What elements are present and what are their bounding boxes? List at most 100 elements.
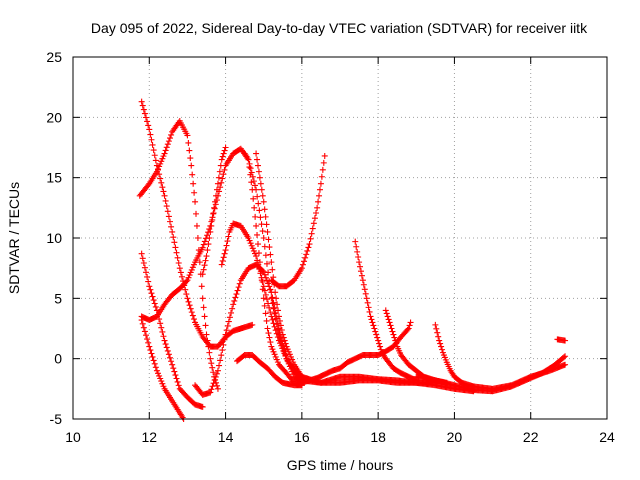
data-point xyxy=(184,295,191,302)
data-point xyxy=(159,380,166,387)
data-point xyxy=(305,244,312,251)
data-point xyxy=(219,175,226,182)
data-point xyxy=(268,313,275,320)
data-point xyxy=(562,361,569,368)
data-point xyxy=(278,342,285,349)
data-point xyxy=(250,247,257,254)
x-tick-label: 14 xyxy=(218,429,234,445)
data-point xyxy=(234,287,241,294)
data-point xyxy=(218,261,225,268)
data-point xyxy=(406,322,413,329)
data-point xyxy=(560,354,567,361)
data-point xyxy=(186,147,193,154)
data-point xyxy=(283,343,290,350)
data-point xyxy=(370,322,377,329)
data-point xyxy=(304,247,311,254)
data-point xyxy=(208,222,215,229)
data-point xyxy=(162,147,169,154)
x-tick-label: 16 xyxy=(294,429,310,445)
data-point xyxy=(152,157,159,164)
data-point xyxy=(353,243,360,250)
data-point xyxy=(193,210,200,217)
data-point xyxy=(199,271,206,278)
data-point xyxy=(279,331,286,338)
data-point xyxy=(274,334,281,341)
data-point xyxy=(352,238,359,245)
data-point xyxy=(316,186,323,193)
data-point xyxy=(214,385,221,392)
data-point xyxy=(388,325,395,332)
data-point xyxy=(140,259,147,266)
data-point xyxy=(160,383,167,390)
data-point xyxy=(280,347,287,354)
data-point xyxy=(277,340,284,347)
data-point xyxy=(269,294,276,301)
data-point xyxy=(173,249,180,256)
data-point xyxy=(213,192,220,199)
data-point xyxy=(315,198,322,205)
data-point xyxy=(437,340,444,347)
data-point xyxy=(260,235,267,241)
data-point xyxy=(376,340,383,347)
data-point xyxy=(258,186,265,193)
y-tick-label: 10 xyxy=(46,230,62,246)
data-point xyxy=(217,162,224,169)
data-point xyxy=(277,322,284,329)
data-point xyxy=(164,347,171,354)
data-point xyxy=(166,218,173,225)
data-point xyxy=(160,153,167,160)
data-point xyxy=(199,403,206,410)
data-point xyxy=(265,269,272,276)
data-point xyxy=(391,334,398,341)
data-point xyxy=(216,168,223,175)
data-point xyxy=(147,347,154,354)
x-tick-label: 22 xyxy=(523,429,539,445)
data-point xyxy=(404,326,411,333)
data-point xyxy=(269,316,276,323)
data-point xyxy=(138,98,145,105)
data-point xyxy=(271,351,278,358)
data-point xyxy=(562,337,569,344)
data-point xyxy=(266,244,273,251)
data-point xyxy=(139,255,146,262)
data-point xyxy=(199,295,206,302)
data-point xyxy=(257,268,264,275)
data-point xyxy=(156,163,163,170)
data-point xyxy=(272,289,279,296)
data-point xyxy=(200,266,207,273)
series-arc-17 xyxy=(413,353,569,395)
data-point xyxy=(220,171,227,178)
data-point xyxy=(357,268,364,275)
data-point xyxy=(439,346,446,353)
data-point xyxy=(263,317,270,324)
data-point xyxy=(256,174,263,181)
data-point xyxy=(177,269,184,276)
data-point xyxy=(256,207,263,214)
data-point xyxy=(218,179,225,186)
data-point xyxy=(284,346,291,353)
data-point xyxy=(201,238,208,245)
data-point xyxy=(233,291,240,298)
data-point xyxy=(159,155,166,162)
data-point xyxy=(213,186,220,193)
data-point xyxy=(269,266,276,273)
data-point xyxy=(259,192,266,199)
data-point xyxy=(170,365,177,372)
data-point xyxy=(141,328,148,335)
data-point xyxy=(231,297,238,304)
data-point xyxy=(249,245,256,252)
data-point xyxy=(260,295,267,302)
data-point xyxy=(219,347,226,354)
data-point xyxy=(378,346,385,353)
data-point xyxy=(206,226,213,233)
data-point xyxy=(286,351,293,358)
data-point xyxy=(358,272,365,279)
data-point xyxy=(211,377,218,384)
data-point xyxy=(360,281,367,288)
data-point xyxy=(263,260,270,267)
data-point xyxy=(260,283,267,290)
data-point xyxy=(354,248,361,255)
data-point xyxy=(364,299,371,306)
series-arc-18 xyxy=(554,336,569,344)
data-point xyxy=(150,147,157,154)
